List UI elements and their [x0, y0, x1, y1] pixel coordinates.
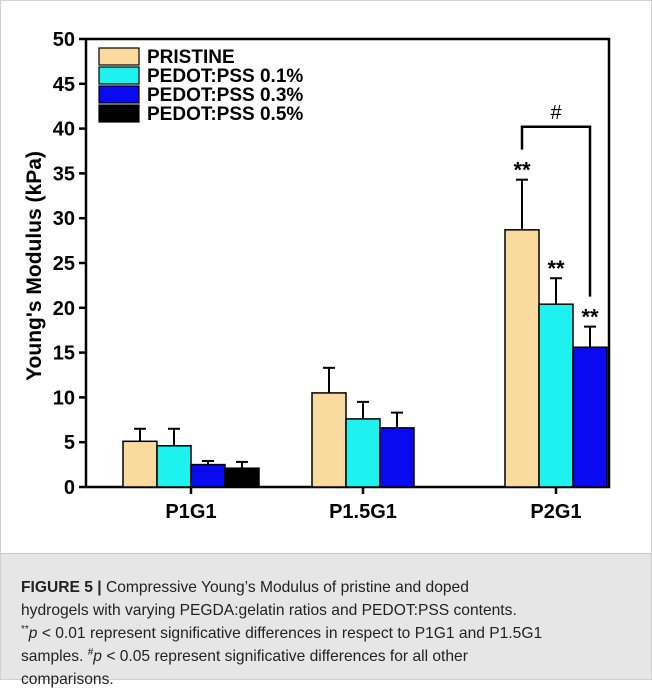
significance-marker: ** — [513, 158, 531, 183]
legend-swatch — [98, 85, 140, 104]
caption-line-2: hydrogels with varying PEGDA:gelatin rat… — [21, 602, 517, 619]
caption-stars: ** — [21, 623, 29, 635]
caption-line-4-text: samples. — [21, 648, 88, 665]
comparison-marker: # — [550, 102, 562, 124]
y-tick-label: 35 — [53, 163, 75, 185]
caption-p-symbol-2: p — [93, 648, 102, 665]
bar — [311, 392, 347, 488]
legend-label: PEDOT:PSS 0.3% — [147, 85, 303, 106]
chart-error-bars — [134, 178, 596, 469]
bar — [538, 303, 574, 488]
figure-caption: FIGURE 5 | Compressive Young’s Modulus o… — [1, 553, 651, 688]
caption-p-symbol: p — [28, 625, 38, 642]
bar — [345, 418, 381, 488]
bar — [379, 427, 415, 488]
bar — [156, 445, 192, 488]
bar — [572, 346, 608, 488]
y-tick-label: 20 — [53, 298, 75, 320]
legend-swatch — [98, 104, 140, 123]
significance-marker: ** — [547, 256, 565, 281]
legend-swatch — [98, 47, 140, 66]
legend-label: PEDOT:PSS 0.5% — [147, 104, 303, 125]
y-tick-label: 25 — [53, 253, 75, 275]
bar — [190, 463, 226, 488]
y-axis-label: Young's Modulus (kPa) — [23, 151, 46, 381]
legend-label: PRISTINE — [147, 47, 235, 68]
caption-line-1: FIGURE 5 | Compressive Young’s Modulus o… — [21, 576, 631, 599]
caption-hash: # — [87, 646, 94, 658]
y-tick-label: 0 — [64, 477, 75, 499]
y-tick-label: 50 — [53, 29, 75, 51]
bar — [224, 467, 260, 488]
legend-label: PEDOT:PSS 0.1% — [147, 66, 303, 87]
y-tick-label: 5 — [64, 432, 75, 454]
y-tick-label: 10 — [53, 387, 75, 409]
x-tick-label: P2G1 — [530, 501, 581, 523]
bar — [504, 229, 540, 488]
caption-line-3-text: < 0.01 represent significative differenc… — [37, 625, 543, 642]
caption-figure-label: FIGURE 5 | — [21, 579, 102, 596]
chart-bars — [122, 229, 608, 488]
caption-line-3: **p < 0.01 represent significative diffe… — [21, 622, 631, 645]
x-tick-label: P1.5G1 — [329, 501, 397, 523]
legend-swatch — [98, 66, 140, 85]
y-tick-label: 15 — [53, 343, 75, 365]
caption-line-4: samples. #p < 0.05 represent significati… — [21, 645, 631, 668]
chart-annotations: ** ** ** # — [513, 102, 599, 330]
bar — [122, 440, 158, 488]
caption-line-4-rest: < 0.05 represent significative differenc… — [101, 648, 468, 665]
significance-marker: ** — [581, 305, 599, 330]
y-tick-label: 30 — [53, 208, 75, 230]
caption-line-1-text: Compressive Young’s Modulus of pristine … — [101, 579, 469, 596]
y-tick-label: 45 — [53, 74, 75, 96]
y-tick-label: 40 — [53, 119, 75, 141]
x-tick-label: P1G1 — [165, 501, 216, 523]
comparison-bracket — [520, 125, 592, 297]
